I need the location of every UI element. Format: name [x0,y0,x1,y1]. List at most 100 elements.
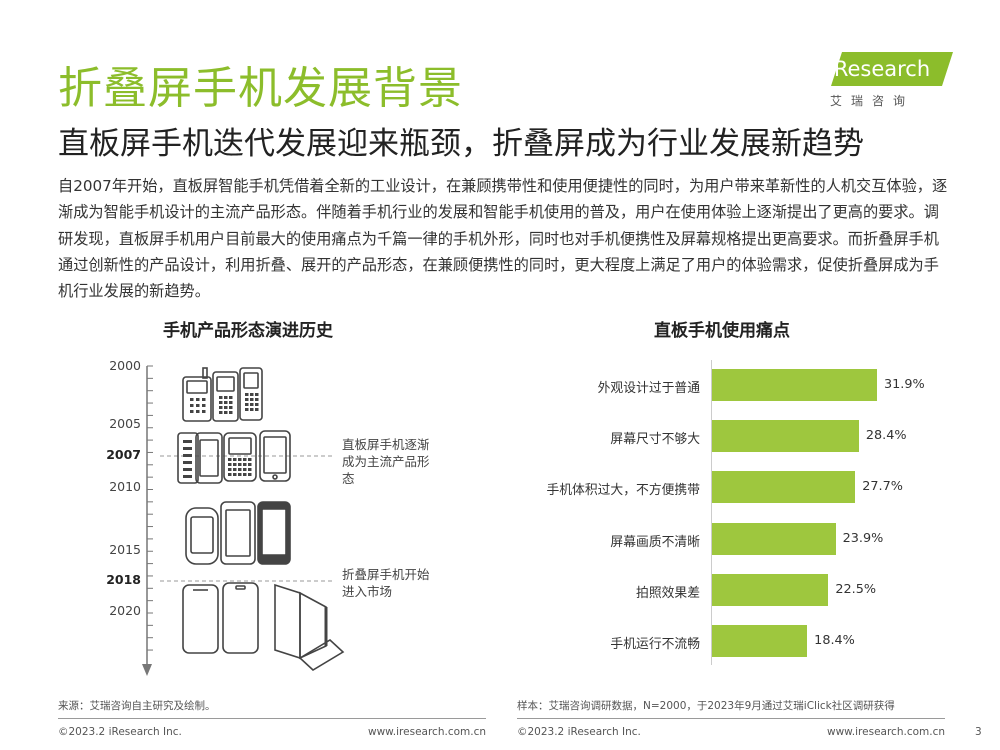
keypad-key [202,410,206,413]
axis-arrow-icon [142,664,152,676]
category-label: 手机运行不流畅 [610,637,700,652]
qwerty-key [228,458,232,461]
page-number: 3 [975,726,982,738]
year-2000: 2000 [109,358,141,373]
keypad-key [255,408,259,411]
category-label: 拍照效果差 [636,585,700,601]
timeline-ticks [147,365,153,651]
keypad-key [196,404,200,407]
bar [712,573,829,606]
keypad-key [219,401,223,404]
touchscreen-phones-icon [185,501,291,565]
value-label: 27.7% [862,479,903,495]
site-url-right[interactable]: www.iresearch.com.cn [827,726,946,738]
slider-key [183,440,192,443]
bar [712,625,808,657]
category-label: 屏幕尺寸不够大 [610,432,700,448]
logo-band-shape [831,52,953,86]
year-2005: 2005 [109,416,141,431]
logo-brand-text: iResearch [828,57,931,81]
early-smartphones-icon [177,430,291,484]
source-note-left: 来源：艾瑞咨询自主研究及绘制。 [58,700,216,712]
value-label: 18.4% [814,633,855,648]
keypad-key [245,408,249,411]
keypad-key [196,398,200,401]
note-2007: 直板屏手机逐渐成为主流产品形态 [342,437,430,486]
slider-key [183,447,192,450]
slider-key [183,461,192,464]
logo-chinese-text: 艾瑞咨询 [830,94,915,108]
keypad-key [245,403,249,406]
slider-key [183,468,192,471]
bar [712,420,859,453]
keypad-key [229,406,233,409]
footer-rule-left [58,718,486,719]
bar [712,522,836,555]
keypad-key [202,404,206,407]
year-2007: 2007 [106,447,141,462]
foldable-phones-icon [182,582,345,671]
feature-phones-icon [182,367,263,422]
slider-key [183,454,192,457]
page-subtitle: 直板屏手机迭代发展迎来瓶颈，折叠屏成为行业发展新趋势 [58,126,864,162]
intro-paragraph: 自2007年开始，直板屏智能手机凭借着全新的工业设计，在兼顾携带性和使用便捷性的… [58,177,948,301]
year-2020: 2020 [109,603,141,618]
qwerty-key [228,473,232,476]
qwerty-key [233,473,237,476]
copyright-right: ©2023.2 iResearch Inc. [517,726,641,738]
keypad-key [229,396,233,399]
keypad-key [190,404,194,407]
bar-chart-baseline [711,360,712,665]
copyright-left: ©2023.2 iResearch Inc. [58,726,182,738]
keypad-key [190,410,194,413]
category-label: 屏幕画质不清晰 [610,534,700,550]
qwerty-key [243,463,247,466]
qwerty-key [233,458,237,461]
qwerty-key [243,473,247,476]
keypad-key [250,398,254,401]
qwerty-key [248,458,252,461]
timeline-title: 手机产品形态演进历史 [163,321,333,341]
keypad-key [245,393,249,396]
value-label: 28.4% [865,428,907,444]
qwerty-key [228,463,232,466]
bar [712,369,877,401]
keypad-key [219,396,223,399]
keypad-key [250,408,254,411]
qwerty-key [228,468,232,471]
keypad-key [219,411,223,414]
qwerty-key [248,468,252,471]
year-2015: 2015 [109,542,141,557]
keypad-key [245,398,249,401]
keypad-key [255,393,259,396]
year-2018: 2018 [106,572,141,587]
value-label: 23.9% [842,530,884,546]
bar [712,471,856,504]
note-2018: 折叠屏手机开始进入市场 [342,567,430,599]
category-label: 手机体积过大，不方便携带 [546,483,700,499]
keypad-key [219,406,223,409]
qwerty-key [233,468,237,471]
keypad-key [224,401,228,404]
qwerty-key [238,463,242,466]
keypad-key [250,403,254,406]
qwerty-key [238,458,242,461]
site-url-left[interactable]: www.iresearch.com.cn [368,726,487,738]
qwerty-key [248,473,252,476]
keypad-key [255,398,259,401]
qwerty-key [238,473,242,476]
keypad-key [196,410,200,413]
keypad-key [190,398,194,401]
category-label: 外观设计过于普通 [597,381,700,396]
keypad-key [224,406,228,409]
value-label: 22.5% [835,581,877,597]
keypad-key [229,401,233,404]
qwerty-key [238,468,242,471]
qwerty-key [243,468,247,471]
footer-rule-right [517,718,945,719]
page-title: 折叠屏手机发展背景 [58,63,463,114]
keypad-key [202,398,206,401]
qwerty-key [243,458,247,461]
keypad-key [250,393,254,396]
